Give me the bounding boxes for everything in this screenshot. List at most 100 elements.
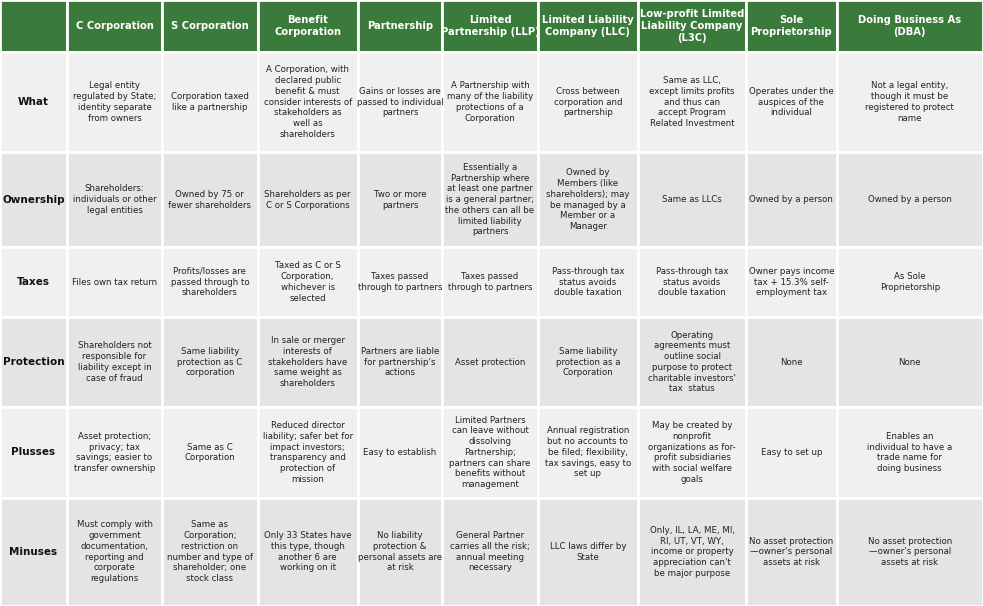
Text: Only, IL, LA, ME, MI,
RI, UT, VT, WY,
income or property
appreciation can't
be m: Only, IL, LA, ME, MI, RI, UT, VT, WY, in… xyxy=(650,526,734,578)
Text: Same as
Corporation;
restriction on
number and type of
shareholder; one
stock cl: Same as Corporation; restriction on numb… xyxy=(167,521,253,583)
Bar xyxy=(358,407,442,498)
Bar xyxy=(162,407,258,498)
Text: Legal entity
regulated by State;
identity separate
from owners: Legal entity regulated by State; identit… xyxy=(73,81,156,123)
Bar xyxy=(638,498,746,606)
Bar xyxy=(162,52,258,152)
Text: Doing Business As
(DBA): Doing Business As (DBA) xyxy=(858,15,961,37)
Bar xyxy=(442,317,538,407)
Text: Easy to establish: Easy to establish xyxy=(364,448,436,457)
Text: Must comply with
government
documentation,
reporting and
corporate
regulations: Must comply with government documentatio… xyxy=(77,521,152,583)
Bar xyxy=(442,247,538,317)
Bar xyxy=(0,317,67,407)
Text: Asset protection;
privacy; tax
savings; easier to
transfer ownership: Asset protection; privacy; tax savings; … xyxy=(74,431,155,473)
Bar xyxy=(746,498,837,606)
Bar xyxy=(162,498,258,606)
Text: Taxes: Taxes xyxy=(17,277,50,287)
Text: Taxes passed
through to partners: Taxes passed through to partners xyxy=(358,272,442,292)
Bar xyxy=(67,152,162,247)
Text: Taxed as C or S
Corporation,
whichever is
selected: Taxed as C or S Corporation, whichever i… xyxy=(274,261,341,303)
Text: A Corporation, with
declared public
benefit & must
consider interests of
stakeho: A Corporation, with declared public bene… xyxy=(263,65,352,139)
Bar xyxy=(638,52,746,152)
Text: General Partner
carries all the risk;
annual meeting
necessary: General Partner carries all the risk; an… xyxy=(450,531,530,573)
Text: None: None xyxy=(780,358,803,367)
Text: Ownership: Ownership xyxy=(2,195,65,205)
Bar xyxy=(837,0,983,52)
Text: Cross between
corporation and
partnership: Cross between corporation and partnershi… xyxy=(553,87,622,118)
Text: Limited Partners
can leave without
dissolving
Partnership;
partners can share
be: Limited Partners can leave without disso… xyxy=(449,416,531,489)
Bar xyxy=(0,52,67,152)
Bar xyxy=(837,498,983,606)
Bar xyxy=(67,498,162,606)
Text: What: What xyxy=(18,97,49,107)
Bar xyxy=(538,52,638,152)
Text: Same liability
protection as C
corporation: Same liability protection as C corporati… xyxy=(177,347,243,378)
Bar xyxy=(162,247,258,317)
Bar xyxy=(746,407,837,498)
Text: Partners are liable
for partnership's
actions: Partners are liable for partnership's ac… xyxy=(361,347,439,378)
Bar xyxy=(746,247,837,317)
Bar xyxy=(258,247,358,317)
Text: Owner pays income
tax + 15.3% self-
employment tax: Owner pays income tax + 15.3% self- empl… xyxy=(748,267,835,298)
Text: Corporation taxed
like a partnership: Corporation taxed like a partnership xyxy=(171,92,249,112)
Text: S Corporation: S Corporation xyxy=(171,21,249,31)
Bar xyxy=(538,0,638,52)
Bar xyxy=(746,152,837,247)
Bar xyxy=(67,247,162,317)
Bar xyxy=(358,0,442,52)
Text: No liability
protection &
personal assets are
at risk: No liability protection & personal asset… xyxy=(358,531,442,573)
Bar xyxy=(538,407,638,498)
Bar xyxy=(67,52,162,152)
Bar xyxy=(67,407,162,498)
Text: Owned by
Members (like
shareholders); may
be managed by a
Member or a
Manager: Owned by Members (like shareholders); ma… xyxy=(547,168,629,231)
Bar xyxy=(442,407,538,498)
Bar xyxy=(638,247,746,317)
Bar xyxy=(638,152,746,247)
Text: Reduced director
liability; safer bet for
impact investors;
transparency and
pro: Reduced director liability; safer bet fo… xyxy=(262,421,353,484)
Text: Operating
agreements must
outline social
purpose to protect
charitable investors: Operating agreements must outline social… xyxy=(648,331,736,393)
Bar xyxy=(538,317,638,407)
Text: Files own tax return: Files own tax return xyxy=(72,278,157,287)
Text: Minuses: Minuses xyxy=(10,547,57,557)
Text: Same liability
protection as a
Corporation: Same liability protection as a Corporati… xyxy=(555,347,620,378)
Text: Shareholders as per
C or S Corporations: Shareholders as per C or S Corporations xyxy=(264,190,351,210)
Bar xyxy=(638,0,746,52)
Text: Only 33 States have
this type, though
another 6 are
working on it: Only 33 States have this type, though an… xyxy=(263,531,352,573)
Text: Sole
Proprietorship: Sole Proprietorship xyxy=(750,15,833,37)
Bar xyxy=(746,317,837,407)
Text: Annual registration
but no accounts to
be filed; flexibility,
tax savings, easy : Annual registration but no accounts to b… xyxy=(545,427,631,478)
Text: Limited Liability
Company (LLC): Limited Liability Company (LLC) xyxy=(542,15,634,37)
Text: As Sole
Proprietorship: As Sole Proprietorship xyxy=(880,272,940,292)
Bar xyxy=(0,0,67,52)
Text: LLC laws differ by
State: LLC laws differ by State xyxy=(549,542,626,562)
Text: Owned by a person: Owned by a person xyxy=(749,195,834,204)
Bar xyxy=(638,407,746,498)
Bar xyxy=(0,498,67,606)
Bar xyxy=(837,247,983,317)
Text: No asset protection
—owner's personal
assets at risk: No asset protection —owner's personal as… xyxy=(868,536,952,567)
Bar xyxy=(0,407,67,498)
Bar xyxy=(258,407,358,498)
Text: Shareholders:
individuals or other
legal entities: Shareholders: individuals or other legal… xyxy=(73,184,156,215)
Text: Same as C
Corporation: Same as C Corporation xyxy=(185,442,235,462)
Bar xyxy=(538,247,638,317)
Bar xyxy=(0,152,67,247)
Text: Asset protection: Asset protection xyxy=(455,358,525,367)
Bar xyxy=(358,52,442,152)
Bar xyxy=(837,317,983,407)
Bar xyxy=(538,152,638,247)
Text: A Partnership with
many of the liability
protections of a
Corporation: A Partnership with many of the liability… xyxy=(447,81,533,123)
Bar xyxy=(0,247,67,317)
Bar xyxy=(837,52,983,152)
Text: No asset protection
—owner's personal
assets at risk: No asset protection —owner's personal as… xyxy=(749,536,834,567)
Text: Owned by a person: Owned by a person xyxy=(868,195,952,204)
Text: Same as LLC,
except limits profits
and thus can
accept Program
Related Investmen: Same as LLC, except limits profits and t… xyxy=(650,76,734,128)
Text: Same as LLCs: Same as LLCs xyxy=(663,195,722,204)
Text: Protection: Protection xyxy=(3,357,64,367)
Text: In sale or merger
interests of
stakeholders have
same weight as
shareholders: In sale or merger interests of stakehold… xyxy=(268,336,347,388)
Bar xyxy=(358,152,442,247)
Bar xyxy=(258,498,358,606)
Text: May be created by
nonprofit
organizations as for-
profit subsidiaries
with socia: May be created by nonprofit organization… xyxy=(648,421,736,484)
Text: Benefit
Corporation: Benefit Corporation xyxy=(274,15,341,37)
Bar xyxy=(258,52,358,152)
Text: Two or more
partners: Two or more partners xyxy=(374,190,427,210)
